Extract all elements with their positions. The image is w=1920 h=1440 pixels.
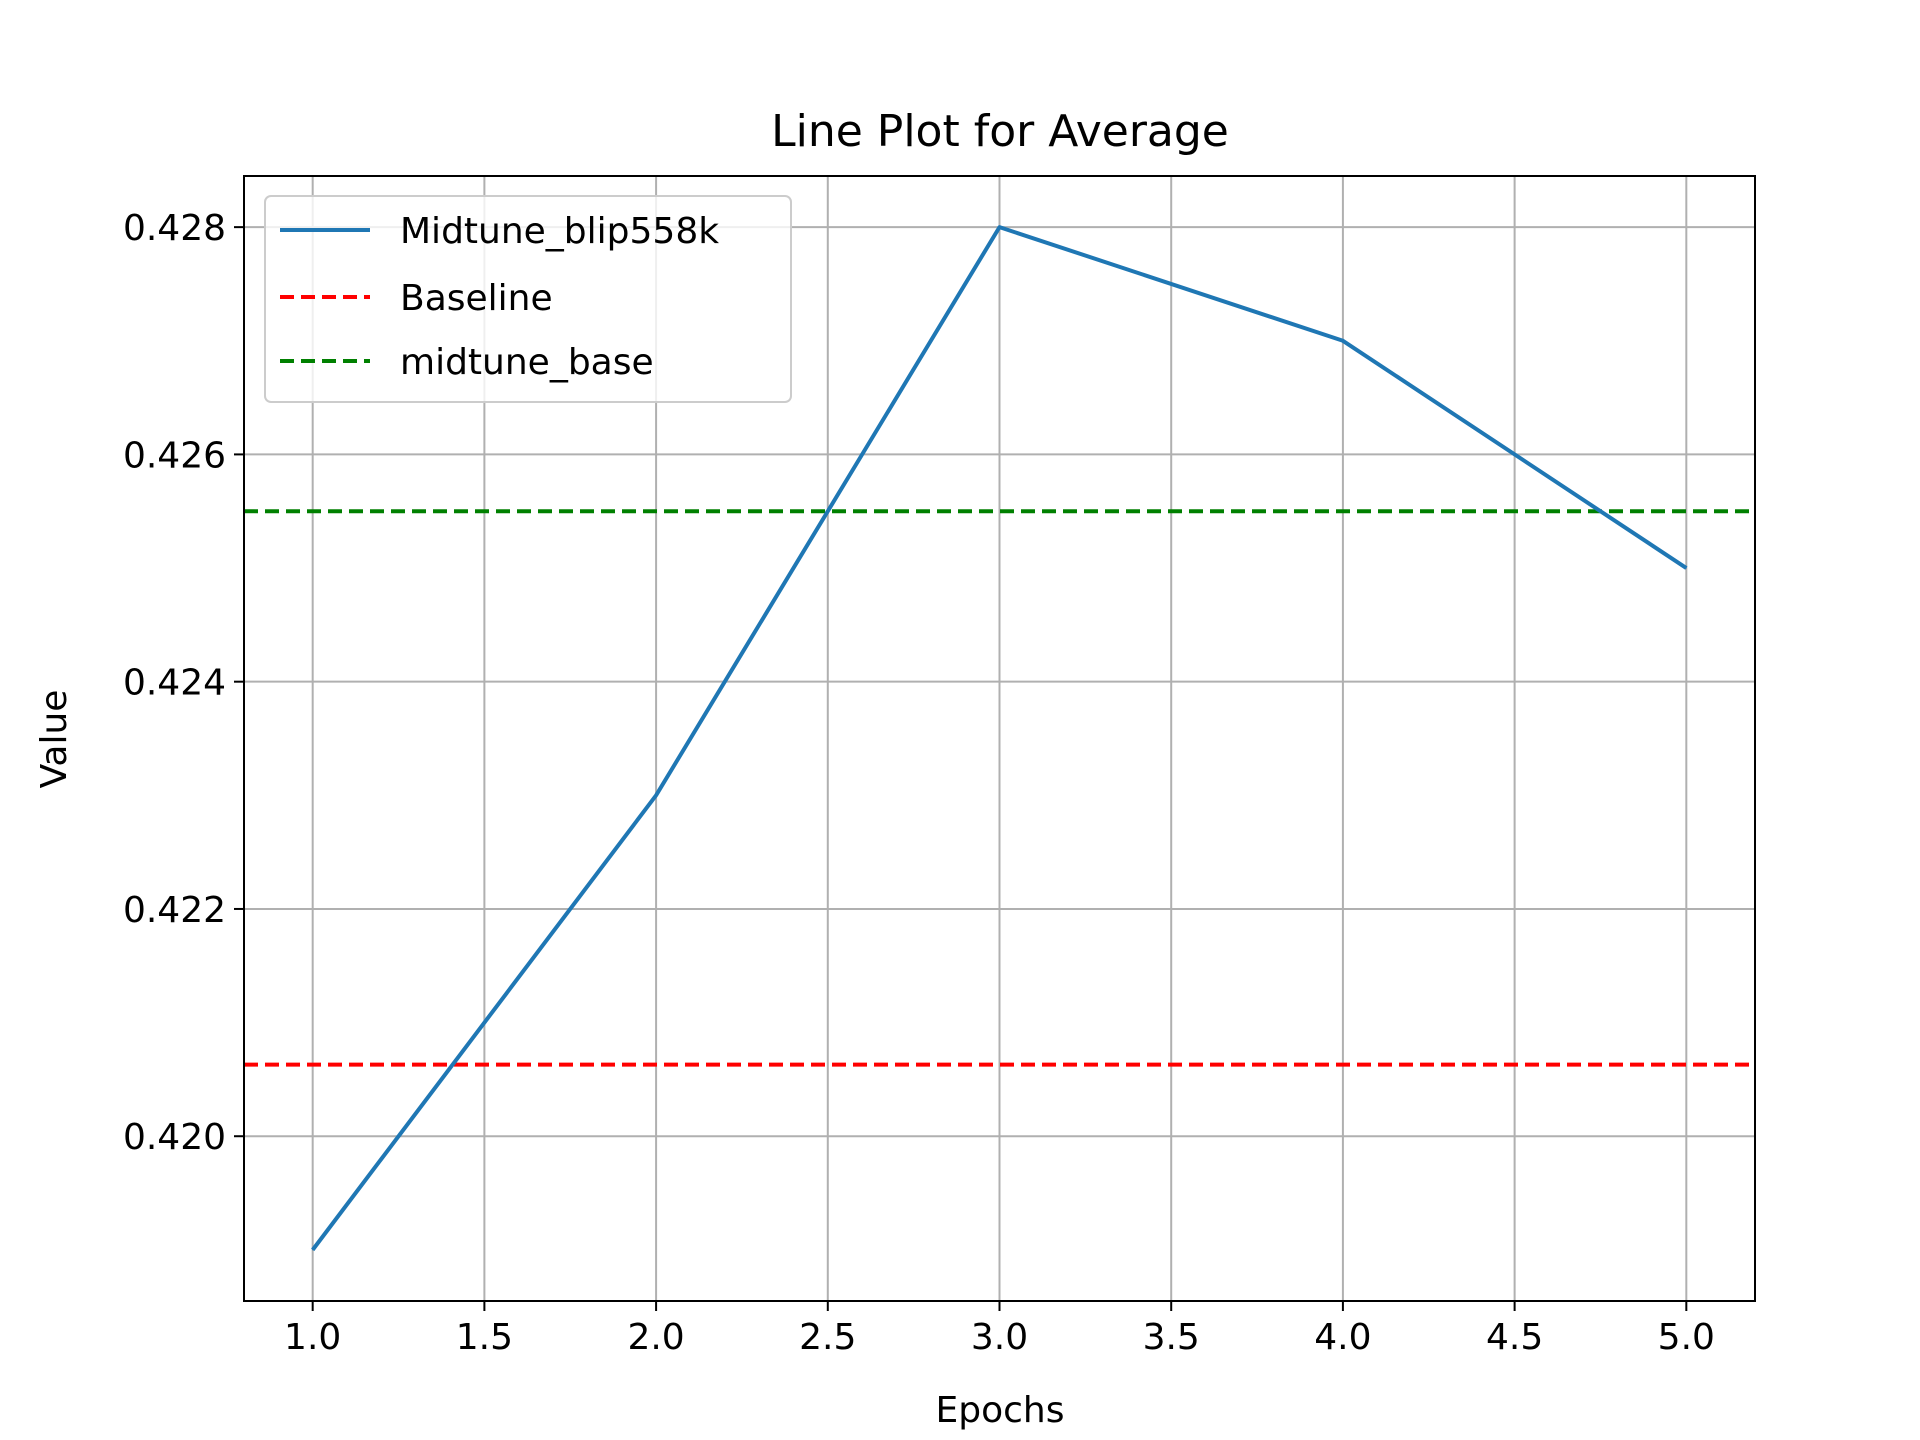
x-tick-label: 2.5 <box>799 1317 856 1358</box>
y-axis-title: Value <box>34 690 75 789</box>
data-point <box>999 226 1000 228</box>
x-tick-label: 3.0 <box>971 1317 1028 1358</box>
chart-title: Line Plot for Average <box>771 106 1229 157</box>
y-axis: 0.420 0.422 0.424 0.426 0.428 <box>123 208 244 1158</box>
x-tick-label: 1.0 <box>284 1317 341 1358</box>
series-lines <box>311 225 1688 1252</box>
data-point <box>312 1249 314 1251</box>
legend-label-midtune-base: midtune_base <box>400 342 654 383</box>
y-tick-label: 0.424 <box>123 663 226 704</box>
data-point <box>655 794 657 796</box>
x-tick-label: 2.0 <box>627 1317 684 1358</box>
y-tick-label: 0.422 <box>123 890 226 931</box>
x-axis: 1.0 1.5 2.0 2.5 3.0 3.5 4.0 4.5 5.0 <box>284 1301 1715 1358</box>
legend-label-midtune-blip558k: Midtune_blip558k <box>400 211 719 252</box>
x-tick-label: 5.0 <box>1658 1317 1715 1358</box>
y-tick-label: 0.426 <box>123 435 226 476</box>
x-tick-label: 4.0 <box>1314 1317 1371 1358</box>
x-tick-label: 4.5 <box>1486 1317 1543 1358</box>
x-axis-title: Epochs <box>936 1390 1065 1431</box>
legend: Midtune_blip558k Baseline midtune_base <box>264 195 792 403</box>
legend-label-baseline: Baseline <box>400 278 553 319</box>
data-point <box>1342 340 1344 342</box>
x-tick-label: 3.5 <box>1143 1317 1200 1358</box>
data-point <box>1685 567 1687 569</box>
y-tick-label: 0.428 <box>123 208 226 249</box>
legend-box <box>264 195 792 403</box>
x-tick-label: 1.5 <box>456 1317 513 1358</box>
y-tick-label: 0.420 <box>123 1117 226 1158</box>
